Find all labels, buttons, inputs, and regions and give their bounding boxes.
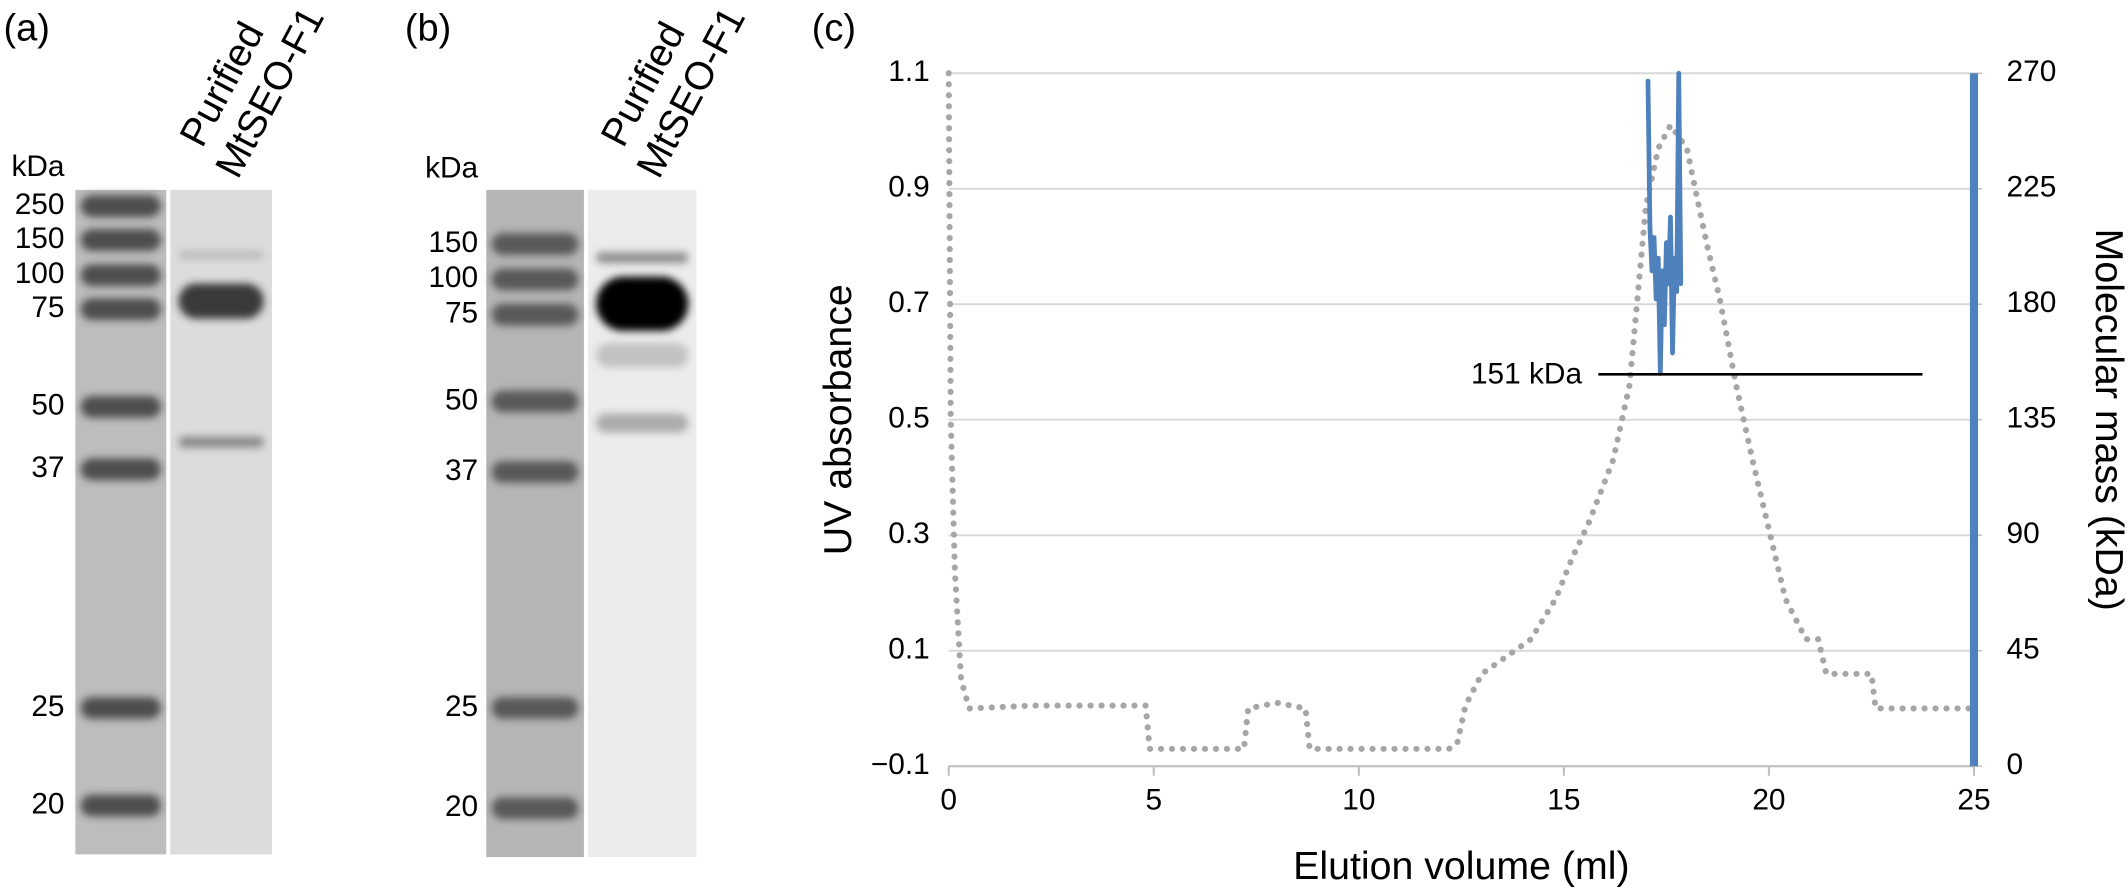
y2-tick-label: 0: [2007, 748, 2024, 781]
panel-label: (a): [3, 8, 49, 50]
marker-band: [80, 229, 161, 251]
marker-label: 20: [445, 790, 478, 823]
lane-title: PurifiedMtSEO-F1: [166, 0, 333, 185]
panel-label: (b): [405, 8, 451, 50]
y2-axis-title: Molecular mass (kDa): [2087, 229, 2128, 611]
unit-label: kDa: [425, 151, 478, 184]
y-axis-title: UV absorbance: [816, 284, 860, 555]
x-tick-label: 20: [1752, 783, 1785, 816]
marker-lane: [75, 189, 167, 855]
y2-tick-label: 180: [2007, 286, 2057, 319]
uv-trace: [945, 70, 1978, 752]
x-tick-label: 25: [1957, 783, 1990, 816]
marker-band: [491, 697, 579, 719]
marker-label: 100: [428, 261, 478, 294]
marker-label: 25: [445, 690, 478, 723]
x-tick-label: 15: [1547, 783, 1580, 816]
marker-band: [80, 396, 161, 418]
marker-label: 25: [31, 690, 64, 723]
gel-panels: (a)kDa2501501007550372520PurifiedMtSEO-F…: [3, 0, 754, 858]
marker-label: 75: [445, 297, 478, 330]
mass-trace: [1645, 70, 1684, 376]
marker-band: [80, 195, 161, 217]
y-tick-label: 0.9: [888, 171, 929, 204]
y-tick-label: 1.1: [888, 55, 929, 88]
marker-label: 150: [15, 222, 65, 255]
marker-label: 100: [15, 257, 65, 290]
marker-band: [491, 461, 579, 483]
marker-label: 37: [31, 451, 64, 484]
chart: (c) −0.1 0.1 0.3 0.5 0.7 0.9 1.1 0 45 90 135 180 225 2…: [812, 8, 2128, 888]
marker-label: 50: [445, 383, 478, 416]
sample-band: [596, 276, 689, 331]
x-axis-title: Elution volume (ml): [1293, 844, 1629, 888]
sample-band: [178, 283, 264, 319]
x-tick-label: 10: [1342, 783, 1375, 816]
sample-band: [596, 413, 689, 433]
y2-tick-label: 135: [2007, 402, 2057, 435]
marker-band: [491, 303, 579, 326]
y-tick-label: −0.1: [871, 748, 930, 781]
marker-band: [80, 697, 161, 719]
sample-band: [596, 252, 689, 264]
marker-band: [80, 298, 161, 321]
marker-lane: [486, 189, 584, 858]
sample-band: [596, 343, 689, 368]
y-tick-label: 0.1: [888, 633, 929, 666]
y2-tick-label: 45: [2007, 633, 2040, 666]
marker-band: [491, 268, 579, 291]
marker-label: 250: [15, 188, 65, 221]
y2-tick-label: 90: [2007, 517, 2040, 550]
marker-band: [491, 233, 579, 255]
marker-label: 20: [31, 787, 64, 820]
x-tick-label: 5: [1145, 783, 1162, 816]
y-tick-label: 0.5: [888, 402, 929, 435]
marker-label: 37: [445, 454, 478, 487]
x-tick-label: 0: [940, 783, 957, 816]
marker-label: 75: [31, 291, 64, 324]
y-tick-label: 0.3: [888, 517, 929, 550]
sample-band: [178, 250, 264, 260]
annotation: 151 kDa: [1471, 358, 1583, 391]
y-tick-label: 0.7: [888, 286, 929, 319]
y2-tick-label: 270: [2007, 55, 2057, 88]
marker-band: [80, 264, 161, 287]
marker-band: [80, 458, 161, 481]
marker-label: 50: [31, 389, 64, 422]
sample-band: [178, 436, 264, 448]
marker-band: [80, 794, 161, 817]
y2-tick-label: 225: [2007, 171, 2057, 204]
panel-label: (c): [812, 8, 856, 50]
marker-band: [491, 390, 579, 413]
marker-band: [491, 797, 579, 820]
marker-label: 150: [428, 226, 478, 259]
unit-label: kDa: [11, 150, 64, 183]
lane-title: PurifiedMtSEO-F1: [587, 0, 754, 185]
